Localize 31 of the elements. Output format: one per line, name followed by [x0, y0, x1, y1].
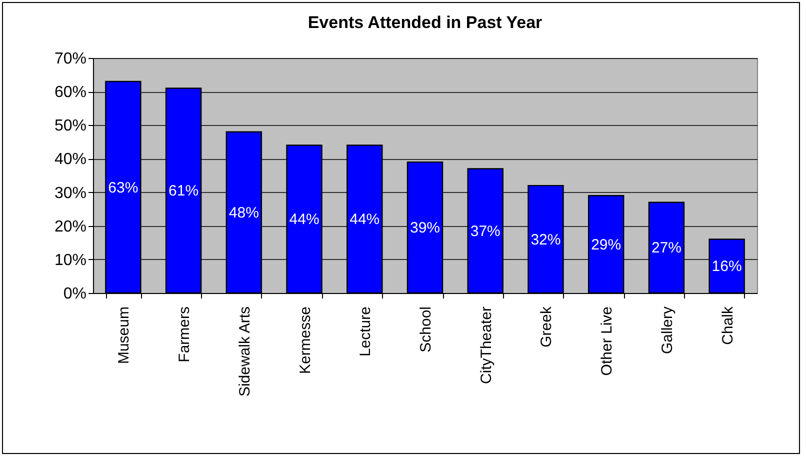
data-label: 44% [289, 211, 320, 228]
data-label: 16% [712, 258, 742, 276]
x-tick-label: Chalk [719, 306, 736, 345]
y-tick-label: 10% [54, 252, 86, 269]
data-label: 27% [651, 240, 682, 257]
data-label: 48% [228, 204, 259, 222]
data-label: 29% [591, 236, 622, 254]
x-tick-label: Museum [116, 306, 133, 364]
x-tick-label: Other Live [598, 306, 616, 376]
x-tick-label: Sidewalk Arts [236, 306, 254, 397]
x-tick-label: Gallery [658, 306, 676, 354]
x-tick-label: Farmers [176, 306, 194, 362]
x-tick-label: School [418, 306, 434, 352]
data-label: 37% [470, 222, 500, 240]
data-label: 39% [410, 220, 440, 237]
y-tick-label: 60% [54, 84, 86, 102]
y-tick-label: 30% [54, 184, 86, 202]
data-label: 63% [108, 179, 138, 196]
y-tick-label: 0% [63, 286, 86, 302]
data-label: 61% [168, 182, 199, 200]
y-tick-label: 40% [54, 151, 86, 168]
y-tick-label: 50% [54, 118, 86, 135]
x-tick-label: Kermesse [296, 306, 314, 374]
x-tick-label: Lecture [357, 306, 374, 357]
x-tick-label: CityTheater [478, 306, 495, 384]
chart-title: Events Attended in Past Year [308, 13, 543, 32]
y-tick-label: 20% [54, 218, 86, 236]
y-tick-label: 70% [54, 50, 86, 68]
x-tick-label: Greek [538, 306, 556, 348]
data-label: 32% [530, 231, 561, 248]
data-label: 44% [350, 211, 380, 228]
